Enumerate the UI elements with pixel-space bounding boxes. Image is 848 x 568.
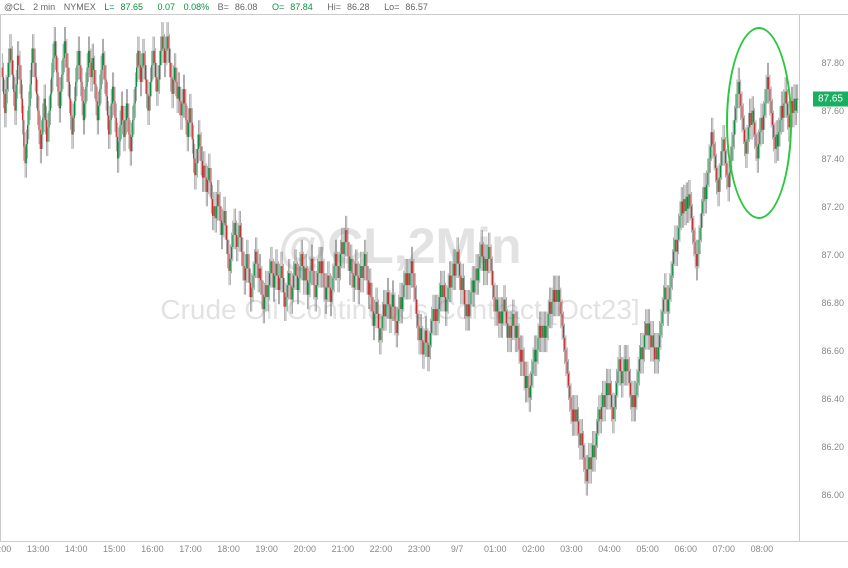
x-tick: 17:00 bbox=[179, 544, 202, 554]
chart-info-bar: @CL 2 min NYMEX L=87.65 0.07 0.08% B=86.… bbox=[4, 2, 440, 12]
y-tick: 87.60 bbox=[821, 106, 844, 116]
x-tick: 16:00 bbox=[141, 544, 164, 554]
x-tick: 05:00 bbox=[636, 544, 659, 554]
bid-label: B=86.08 bbox=[218, 2, 264, 12]
x-tick: 02:00 bbox=[522, 544, 545, 554]
y-tick: 86.40 bbox=[821, 394, 844, 404]
y-tick: 86.80 bbox=[821, 298, 844, 308]
symbol-label: @CL bbox=[4, 2, 25, 12]
x-tick: 08:00 bbox=[751, 544, 774, 554]
x-tick: 06:00 bbox=[674, 544, 697, 554]
x-tick: 22:00 bbox=[370, 544, 393, 554]
x-tick: 23:00 bbox=[408, 544, 431, 554]
x-tick: 07:00 bbox=[713, 544, 736, 554]
current-price-tag: 87.65 bbox=[813, 92, 848, 107]
x-tick: 14:00 bbox=[65, 544, 88, 554]
open-label: O=87.84 bbox=[272, 2, 319, 12]
x-tick: 15:00 bbox=[103, 544, 126, 554]
plot-area[interactable]: @CL,2Min Crude Oil Continuous Contract [… bbox=[0, 14, 800, 542]
last-price: L=87.65 bbox=[104, 2, 149, 12]
change-value: 0.07 bbox=[158, 2, 176, 12]
y-tick: 86.60 bbox=[821, 346, 844, 356]
x-tick: 9/7 bbox=[451, 544, 464, 554]
x-tick: 03:00 bbox=[560, 544, 583, 554]
change-pct: 0.08% bbox=[184, 2, 210, 12]
x-tick: 18:00 bbox=[217, 544, 240, 554]
x-tick: 21:00 bbox=[332, 544, 355, 554]
y-tick: 87.40 bbox=[821, 154, 844, 164]
x-tick: 12:00 bbox=[0, 544, 11, 554]
x-axis: 12:00 13:00 14:00 15:00 16:00 17:00 18:00 19:00… bbox=[0, 542, 800, 568]
exchange-label: NYMEX bbox=[64, 2, 96, 12]
high-label: Hi=86.28 bbox=[327, 2, 375, 12]
x-tick: 20:00 bbox=[293, 544, 316, 554]
y-tick: 87.00 bbox=[821, 250, 844, 260]
x-tick: 19:00 bbox=[255, 544, 278, 554]
x-tick: 13:00 bbox=[27, 544, 50, 554]
low-label: Lo=86.57 bbox=[384, 2, 434, 12]
y-tick: 86.20 bbox=[821, 442, 844, 452]
x-tick: 01:00 bbox=[484, 544, 507, 554]
y-tick: 86.00 bbox=[821, 490, 844, 500]
candles-svg bbox=[1, 15, 799, 541]
interval-label: 2 min bbox=[33, 2, 55, 12]
candlestick-chart: @CL 2 min NYMEX L=87.65 0.07 0.08% B=86.… bbox=[0, 0, 848, 568]
y-tick: 87.80 bbox=[821, 58, 844, 68]
y-tick: 87.20 bbox=[821, 202, 844, 212]
x-tick: 04:00 bbox=[598, 544, 621, 554]
y-axis: 87.80 87.60 87.40 87.20 87.00 86.80 86.60 86.40… bbox=[800, 14, 848, 542]
